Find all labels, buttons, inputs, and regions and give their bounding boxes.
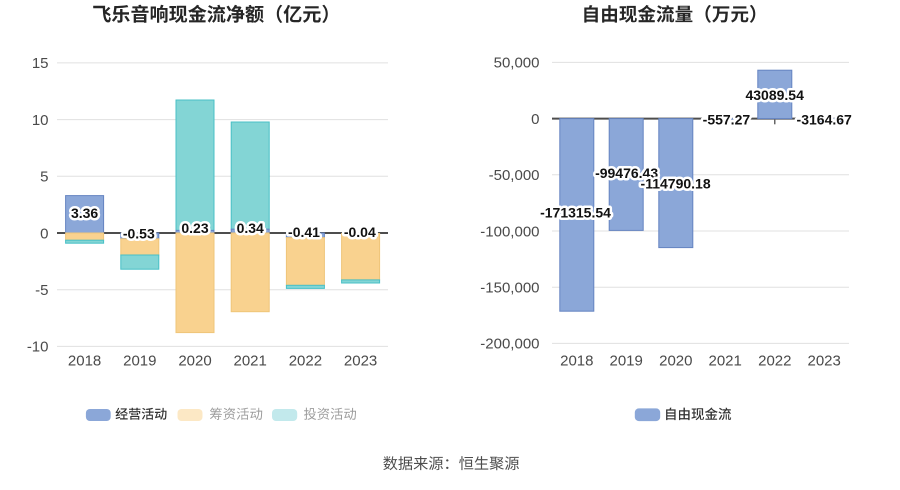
svg-text:2023: 2023 — [344, 353, 377, 370]
svg-text:2019: 2019 — [610, 353, 643, 370]
svg-text:2021: 2021 — [234, 353, 267, 370]
svg-text:2020: 2020 — [659, 353, 692, 370]
svg-text:-5: -5 — [35, 282, 48, 299]
svg-text:-0.41: -0.41 — [288, 224, 320, 240]
svg-text:-557.27: -557.27 — [703, 112, 751, 128]
svg-text:-3164.67: -3164.67 — [797, 112, 852, 128]
svg-text:3.36: 3.36 — [71, 205, 98, 221]
svg-text:5: 5 — [40, 169, 48, 186]
svg-text:0.23: 0.23 — [181, 220, 208, 236]
svg-text:2022: 2022 — [758, 353, 791, 370]
svg-text:-50,000: -50,000 — [489, 167, 540, 184]
svg-text:2018: 2018 — [560, 353, 593, 370]
svg-text:-100,000: -100,000 — [480, 223, 539, 240]
svg-text:-99476.43: -99476.43 — [595, 165, 658, 181]
svg-text:15: 15 — [32, 55, 49, 72]
svg-text:0.34: 0.34 — [237, 220, 264, 236]
svg-text:2022: 2022 — [289, 353, 322, 370]
svg-text:0: 0 — [40, 225, 48, 242]
svg-text:-0.04: -0.04 — [344, 224, 376, 240]
svg-text:-114790.18: -114790.18 — [641, 176, 711, 192]
svg-text:-171315.54: -171315.54 — [540, 205, 611, 221]
svg-text:10: 10 — [32, 112, 49, 129]
svg-text:50,000: 50,000 — [494, 55, 540, 72]
svg-text:0: 0 — [531, 111, 539, 128]
svg-text:2021: 2021 — [709, 353, 742, 370]
svg-text:2023: 2023 — [808, 353, 841, 370]
svg-text:43089.54: 43089.54 — [745, 87, 804, 103]
svg-text:2018: 2018 — [68, 353, 101, 370]
svg-text:2019: 2019 — [123, 353, 156, 370]
svg-text:2020: 2020 — [178, 353, 211, 370]
svg-text:-10: -10 — [27, 339, 49, 356]
svg-text:-150,000: -150,000 — [480, 280, 539, 297]
svg-text:-200,000: -200,000 — [480, 336, 539, 353]
svg-text:-0.53: -0.53 — [123, 225, 155, 241]
